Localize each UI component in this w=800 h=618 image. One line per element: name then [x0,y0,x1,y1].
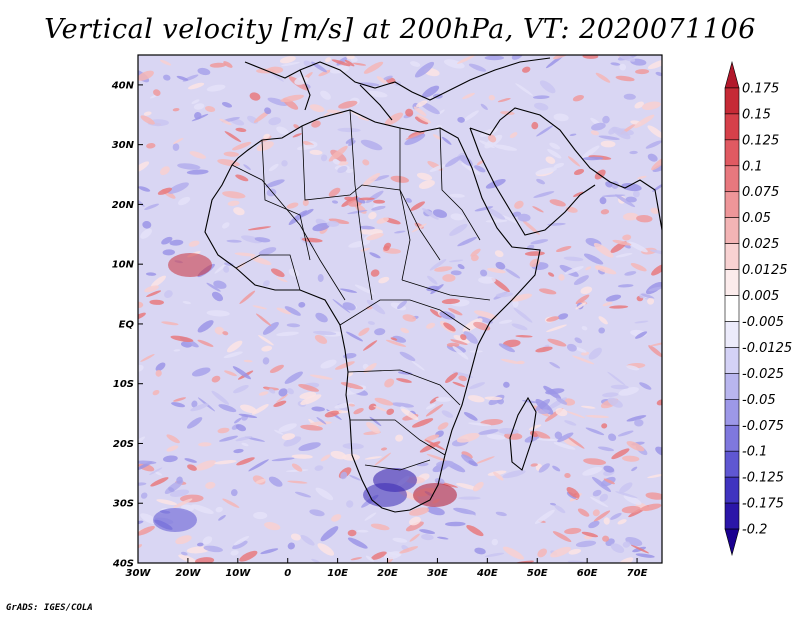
colorbar-swatch [724,450,740,478]
colorbar-label: 0.005 [742,289,779,304]
colorbar-swatch [724,295,740,322]
lon-tick-label: 30W [126,568,152,579]
colorbar-swatch [724,139,740,167]
colorbar-label: -0.1 [742,445,767,460]
colorbar-label: -0.2 [742,523,767,538]
colorbar-swatch [724,528,740,557]
lat-tick-label: 30N [112,140,135,151]
map-title: Vertical velocity [m/s] at 200hPa, VT: 2… [44,14,756,45]
lon-tick-label: 70E [627,568,648,579]
lat-tick-label: 20N [112,200,135,211]
colorbar-swatch [724,373,740,400]
lon-tick-label: 10E [327,568,348,579]
grads-credit: GrADS: IGES/COLA [6,603,93,613]
colorbar-label: 0.025 [742,237,779,252]
colorbar-swatch [724,321,740,348]
colorbar-swatch [724,243,740,270]
colorbar-label: 0.0125 [742,263,788,278]
europe-coastline [244,57,551,121]
colorbar-label: 0.05 [742,211,771,226]
colorbar-label: -0.0125 [742,341,792,356]
colorbar-label: 0.075 [742,185,779,200]
colorbar-label: 0.175 [742,81,779,96]
colorbar-swatch [724,113,740,141]
colorbar-swatch [724,424,740,452]
colorbar-label: -0.025 [742,367,784,382]
colorbar-swatch [724,60,740,89]
madagascar-outline [509,396,537,471]
country-borders [231,109,491,471]
lat-tick-label: 20S [113,439,134,450]
colorbar-swatch [724,191,740,218]
lon-tick-label: 10W [225,568,251,579]
colorbar-label: -0.005 [742,315,784,330]
colorbar-swatch [724,87,740,115]
lat-tick-label: 40S [112,559,134,570]
colorbar-label: -0.175 [742,497,784,512]
colorbar-label: -0.125 [742,471,784,486]
colorbar-swatch [724,502,740,530]
colorbar: 0.175 0.15 0.125 0.1 0.075 0.05 0.025 0.0125 0.0… [724,60,792,557]
lon-tick-label: 30E [427,568,448,579]
colorbar-swatch [724,476,740,504]
colorbar-swatch [724,347,740,374]
lat-tick-label: 30S [113,499,134,510]
lon-tick-label: 50E [527,568,548,579]
latitude-axis: 40N 30N 20N 10N EQ 10S 20S 30S 40S [111,80,143,570]
lon-tick-label: 40E [476,568,498,579]
colorbar-label: 0.125 [742,133,779,148]
map-frame [137,54,663,564]
colorbar-label: 0.1 [742,159,763,174]
lon-tick-label: 60E [577,568,598,579]
lat-tick-label: EQ [119,319,135,330]
colorbar-swatch [724,269,740,296]
colorbar-label: 0.15 [742,107,771,122]
lat-tick-label: 10S [113,379,134,390]
lon-tick-label: 20E [377,568,398,579]
lat-tick-label: 40N [111,80,135,91]
vertical-velocity-field [138,55,662,563]
colorbar-label: -0.075 [742,419,784,434]
colorbar-swatch [724,165,740,193]
lon-tick-label: 0 [284,568,291,579]
longitude-axis: 30W 20W 10W 0 10E 20E 30E 40E 50E 60E 70E [126,558,648,579]
lon-tick-label: 20W [175,568,201,579]
colorbar-swatch [724,217,740,244]
colorbar-label: -0.05 [742,393,776,408]
lat-tick-label: 10N [112,260,135,271]
arabia-coastline [469,107,662,236]
colorbar-swatch [724,399,740,426]
